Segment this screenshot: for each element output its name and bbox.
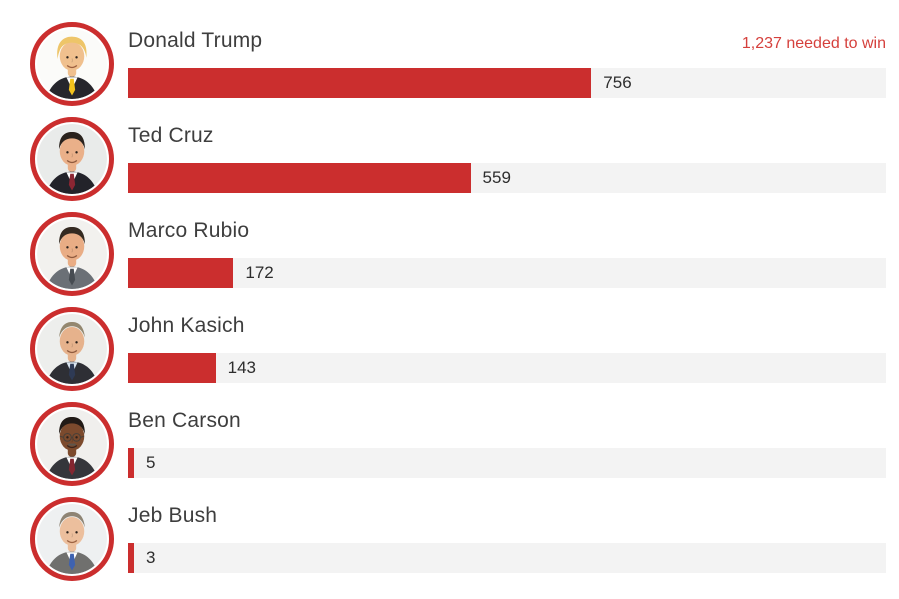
bar-track: 756 bbox=[128, 68, 886, 98]
delegate-count: 172 bbox=[245, 263, 274, 282]
delegate-count: 559 bbox=[482, 168, 511, 187]
candidate-avatar bbox=[30, 307, 114, 391]
candidate-photo bbox=[37, 29, 107, 99]
bar-track: 3 bbox=[128, 543, 886, 573]
candidate-avatar bbox=[30, 497, 114, 581]
candidate-name: Marco Rubio bbox=[128, 219, 250, 242]
bar-track: 143 bbox=[128, 353, 886, 383]
candidate-row: Ben Carson 5 bbox=[30, 392, 886, 487]
candidate-avatar bbox=[30, 22, 114, 106]
candidate-row: Donald Trump 756 bbox=[30, 12, 886, 107]
candidate-photo bbox=[37, 124, 107, 194]
candidate-content: Jeb Bush 3 bbox=[128, 487, 886, 573]
candidate-avatar bbox=[30, 402, 114, 486]
candidate-name: Jeb Bush bbox=[128, 504, 218, 527]
bar-fill bbox=[128, 448, 134, 478]
candidate-row: Ted Cruz 559 bbox=[30, 107, 886, 202]
candidate-photo bbox=[37, 314, 107, 384]
candidate-content: Donald Trump 756 bbox=[128, 12, 886, 98]
delegate-count: 756 bbox=[603, 73, 632, 92]
candidate-photo bbox=[37, 409, 107, 479]
candidate-name: Ben Carson bbox=[128, 409, 241, 432]
bar-fill bbox=[128, 543, 134, 573]
delegate-count: 3 bbox=[146, 548, 156, 567]
needed-to-win-note: 1,237 needed to win bbox=[741, 35, 886, 52]
candidate-content: Ben Carson 5 bbox=[128, 392, 886, 478]
candidate-photo bbox=[37, 219, 107, 289]
candidate-avatar bbox=[30, 212, 114, 296]
bar-fill bbox=[128, 258, 234, 288]
candidate-row: John Kasich 143 bbox=[30, 297, 886, 392]
bar-fill bbox=[128, 68, 592, 98]
delegate-count: 143 bbox=[227, 358, 256, 377]
bar-fill bbox=[128, 163, 471, 193]
candidate-row: Jeb Bush 3 bbox=[30, 487, 886, 582]
candidate-name: John Kasich bbox=[128, 314, 245, 337]
candidate-row: Marco Rubio 172 bbox=[30, 202, 886, 297]
candidate-name: Ted Cruz bbox=[128, 124, 214, 147]
candidate-content: Ted Cruz 559 bbox=[128, 107, 886, 193]
bar-fill bbox=[128, 353, 216, 383]
bar-track: 172 bbox=[128, 258, 886, 288]
candidate-rows: Donald Trump 756 Ted Cruz 559 Marco Rubi… bbox=[30, 12, 886, 582]
candidate-avatar bbox=[30, 117, 114, 201]
candidate-name: Donald Trump bbox=[128, 29, 263, 52]
delegate-count: 5 bbox=[146, 453, 156, 472]
candidate-photo bbox=[37, 504, 107, 574]
bar-track: 559 bbox=[128, 163, 886, 193]
candidate-content: John Kasich 143 bbox=[128, 297, 886, 383]
bar-track: 5 bbox=[128, 448, 886, 478]
candidate-content: Marco Rubio 172 bbox=[128, 202, 886, 288]
